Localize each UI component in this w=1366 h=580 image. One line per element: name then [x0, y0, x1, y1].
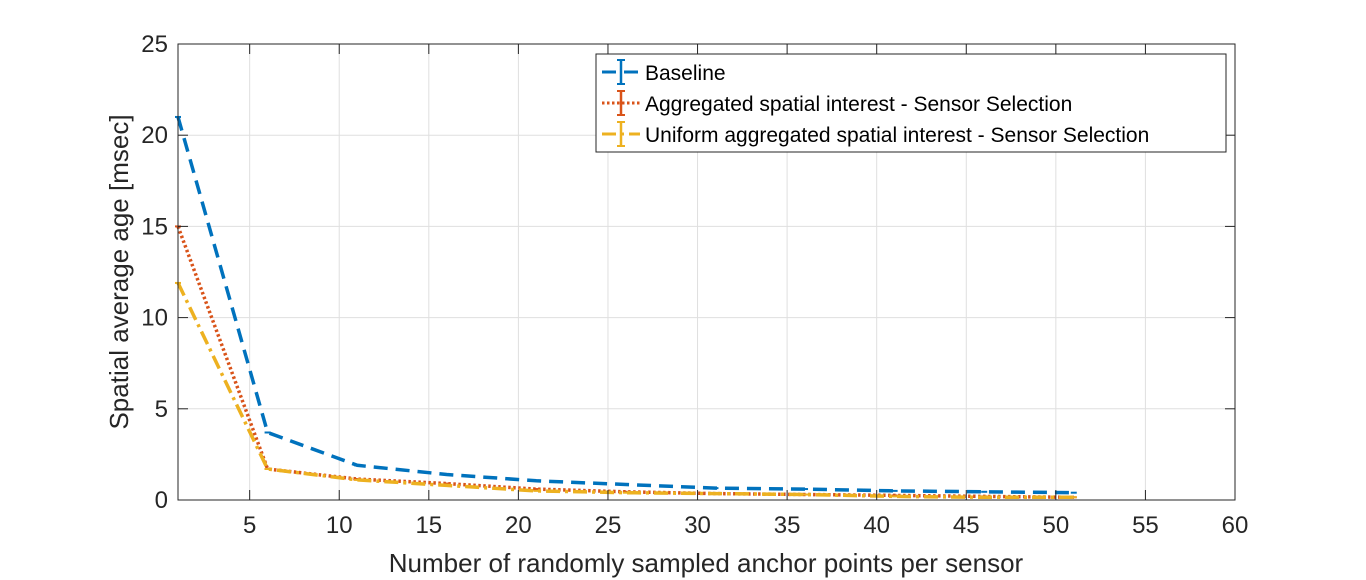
- series-lines: [175, 115, 1077, 500]
- legend: Baseline Aggregated spatial interest - Se…: [595, 53, 1227, 153]
- y-tick-label: 0: [155, 487, 168, 514]
- y-tick-label: 10: [141, 305, 168, 332]
- x-axis-title: Number of randomly sampled anchor points…: [389, 548, 1024, 578]
- legend-label-0: Baseline: [645, 62, 726, 85]
- x-tick-label: 45: [953, 512, 980, 539]
- y-axis-title: Spatial average age [msec]: [104, 114, 134, 429]
- x-tick-label: 35: [774, 512, 801, 539]
- x-tick-label: 20: [505, 512, 532, 539]
- x-tick-label: 50: [1042, 512, 1069, 539]
- x-tick-label: 30: [684, 512, 711, 539]
- axes-box: [177, 43, 1236, 501]
- x-tick-label: 10: [326, 512, 353, 539]
- x-tick-label: 55: [1132, 512, 1159, 539]
- x-tick-label: 60: [1222, 512, 1249, 539]
- axis-ticks: 5 10 15 20 25 30 35 40 45 50 55 60 0 5 10 15 20 25: [141, 31, 1248, 539]
- y-tick-label: 5: [155, 396, 168, 423]
- legend-box: [595, 53, 1227, 153]
- x-tick-label: 5: [243, 512, 256, 539]
- y-tick-label: 25: [141, 31, 168, 58]
- x-tick-label: 15: [415, 512, 442, 539]
- y-tick-label: 15: [141, 213, 168, 240]
- x-tick-label: 25: [595, 512, 622, 539]
- legend-label-2: Uniform aggregated spatial interest - Se…: [645, 124, 1149, 147]
- series-line-2: [176, 282, 1074, 500]
- y-tick-label: 20: [141, 122, 168, 149]
- x-tick-label: 40: [863, 512, 890, 539]
- legend-label-1: Aggregated spatial interest - Sensor Sel…: [645, 93, 1072, 116]
